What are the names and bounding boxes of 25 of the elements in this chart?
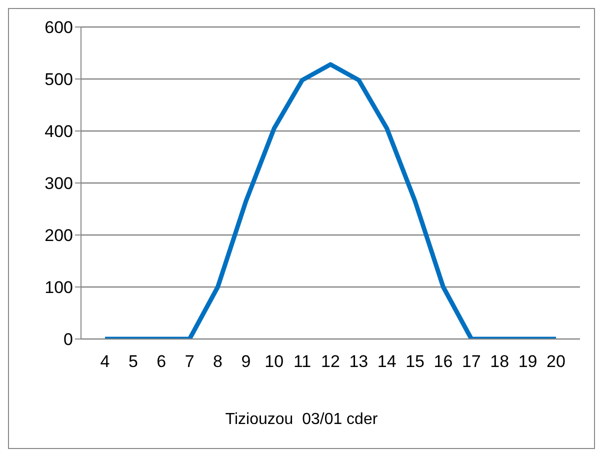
x-tick-label: 8 xyxy=(213,352,222,372)
x-tick-label: 9 xyxy=(241,352,251,372)
x-tick-label: 10 xyxy=(264,352,284,372)
x-tick-label: 19 xyxy=(518,352,538,372)
y-tick-label: 500 xyxy=(44,70,73,90)
y-tick-label: 0 xyxy=(64,330,73,350)
x-axis-title: Tiziouzou 03/01 cder xyxy=(224,411,379,429)
x-tick-label: 5 xyxy=(128,352,138,372)
x-tick-label: 13 xyxy=(349,352,368,372)
x-tick-label: 14 xyxy=(377,352,396,372)
x-tick-label: 16 xyxy=(434,352,453,372)
x-tick-label: 18 xyxy=(490,352,510,372)
x-tick-label: 12 xyxy=(321,352,340,372)
y-tick-label: 400 xyxy=(44,122,73,142)
y-tick-label: 200 xyxy=(44,226,73,246)
x-tick-label: 7 xyxy=(184,352,194,372)
x-tick-label: 6 xyxy=(156,352,166,372)
x-tick-label: 20 xyxy=(546,352,566,372)
x-tick-label: 15 xyxy=(406,352,425,372)
y-tick-label: 300 xyxy=(44,174,73,194)
y-tick-label: 600 xyxy=(44,18,73,38)
x-tick-label: 11 xyxy=(293,352,312,372)
x-tick-label: 4 xyxy=(100,352,110,372)
y-tick-label: 100 xyxy=(44,278,73,298)
x-tick-label: 17 xyxy=(462,352,481,372)
